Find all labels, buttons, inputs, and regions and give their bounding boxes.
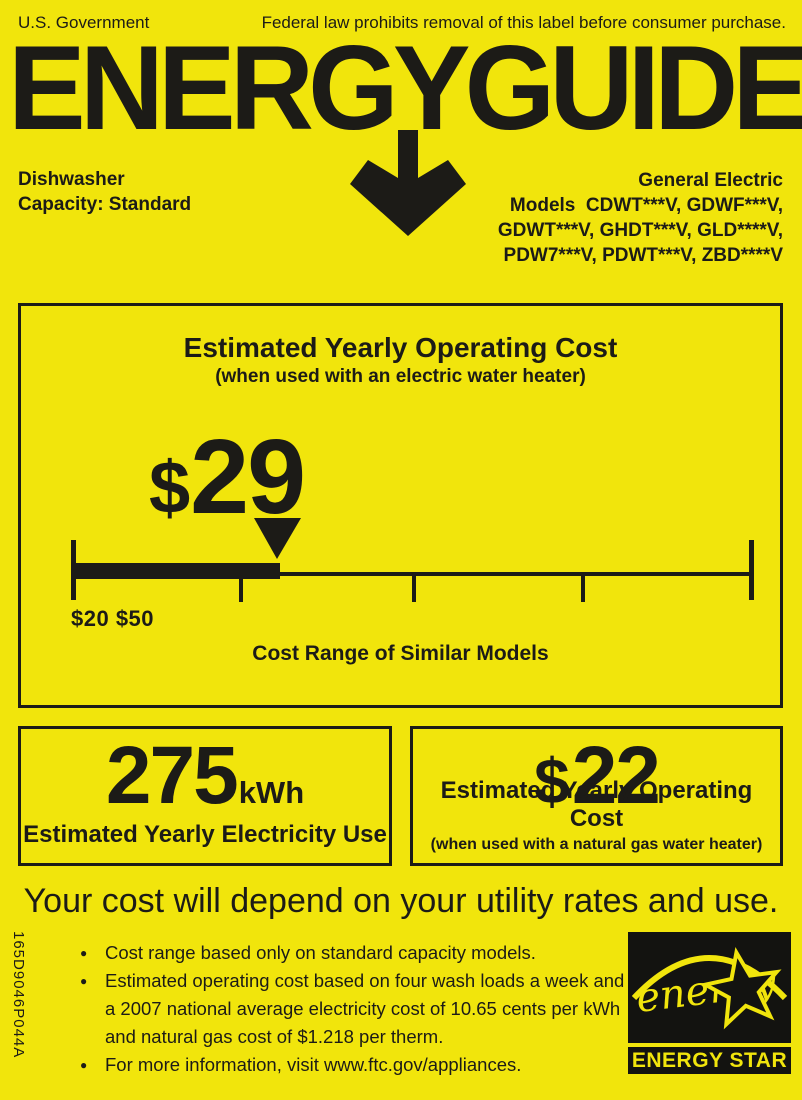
cost-amount: 22 xyxy=(571,730,661,821)
kwh-unit: kWh xyxy=(238,775,305,810)
product-type: Dishwasher xyxy=(18,169,125,190)
energy-star-logo: energy xyxy=(628,932,791,1043)
operating-cost-panel: Estimated Yearly Operating Cost (when us… xyxy=(18,303,783,708)
cost-amount: 29 xyxy=(190,418,306,536)
gas-cost-sublabel: (when used with a natural gas water heat… xyxy=(430,836,763,853)
axis-tick xyxy=(239,576,243,602)
manufacturer-models: General Electric Models CDWT***V, GDWF**… xyxy=(498,168,783,268)
footnotes-list: Cost range based only on standard capaci… xyxy=(78,939,630,1079)
axis-tick xyxy=(581,576,585,602)
kwh-amount: 275 xyxy=(105,730,239,821)
product-info: Dishwasher Capacity: Standard xyxy=(18,167,191,217)
models-line: Models CDWT***V, GDWF***V, xyxy=(509,195,783,216)
brand-name: General Electric xyxy=(638,170,783,191)
panel-subtitle: (when used with an electric water heater… xyxy=(215,366,586,387)
axis-tick-right-end xyxy=(749,540,754,600)
energyguide-wordmark: ENERGYGUIDE xyxy=(8,21,802,155)
dollar-sign: $ xyxy=(534,745,570,817)
label-part-number: 165D9046P044A xyxy=(10,931,27,1059)
energy-star-wordmark: ENERGY STAR xyxy=(628,1047,791,1074)
federal-law-notice: Federal law prohibits removal of this la… xyxy=(261,13,786,32)
models-line: PDW7***V, PDWT***V, ZBD****V xyxy=(503,245,783,266)
models-line: GDWT***V, GHDT***V, GLD****V, xyxy=(497,220,783,241)
yearly-cost-gas-value: $ 22 xyxy=(413,735,780,817)
scale-min-max-labels: $20 $50 xyxy=(71,606,155,631)
cost-range-axis-line xyxy=(73,572,754,576)
energy-star-emblem-icon: energy xyxy=(631,946,788,1030)
electricity-use-panel: 275 kWh Estimated Yearly Electricity Use xyxy=(18,726,392,866)
axis-tick-left-end xyxy=(71,540,76,600)
footnote-item: For more information, visit www.ftc.gov/… xyxy=(78,1051,630,1079)
utility-rates-headline: Your cost will depend on your utility ra… xyxy=(23,882,779,920)
axis-tick xyxy=(412,576,416,602)
down-arrow-icon xyxy=(350,130,466,236)
electricity-use-label: Estimated Yearly Electricity Use xyxy=(23,821,387,848)
footnote-item: Cost range based only on standard capaci… xyxy=(78,939,630,967)
scale-caption: Cost Range of Similar Models xyxy=(252,642,549,665)
us-government-label: U.S. Government xyxy=(18,13,150,32)
gas-cost-label: Estimated Yearly Operating Cost xyxy=(440,777,753,832)
product-capacity: Capacity: Standard xyxy=(18,194,192,215)
panel-title: Estimated Yearly Operating Cost xyxy=(183,332,618,363)
dollar-sign: $ xyxy=(149,446,191,529)
footnote-item: Estimated operating cost based on four w… xyxy=(78,967,630,1051)
yearly-cost-electric-value: $29 xyxy=(149,418,306,536)
gas-cost-panel: $ 22 Estimated Yearly Operating Cost (wh… xyxy=(410,726,783,866)
cost-range-filled-bar xyxy=(73,563,280,579)
cost-marker-triangle-icon xyxy=(254,518,301,559)
electricity-use-value: 275 kWh xyxy=(21,735,389,817)
